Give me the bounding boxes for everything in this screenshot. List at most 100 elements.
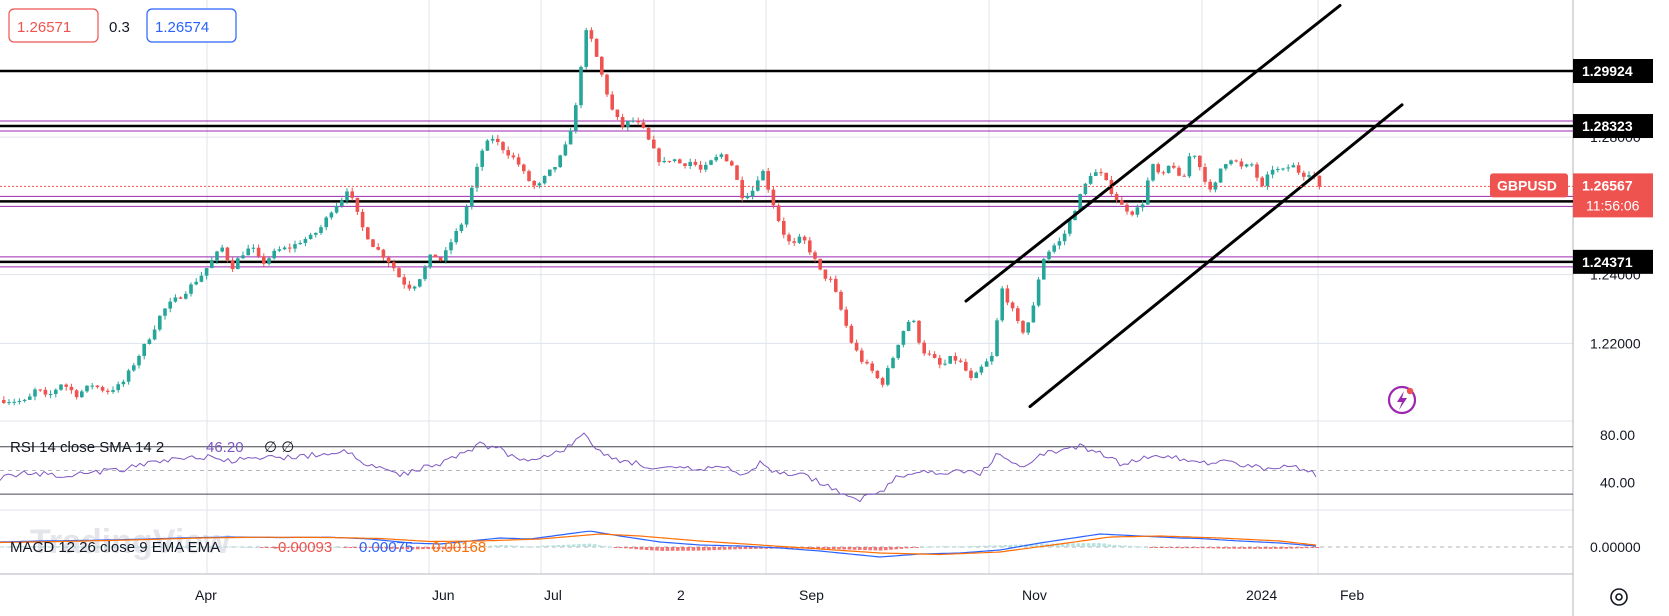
candle-body (236, 258, 240, 270)
candle-body (906, 321, 911, 331)
candle-body (69, 386, 74, 391)
macd-legend[interactable]: MACD 12 26 close 9 EMA EMA -0.00093 0.00… (10, 539, 486, 556)
macd-histogram-bar (540, 545, 545, 547)
candle-body (917, 320, 921, 343)
macd-histogram-bar (546, 545, 550, 547)
macd-histogram-bar (1138, 546, 1143, 548)
candle-body (719, 154, 724, 157)
macd-histogram-bar (244, 546, 248, 548)
macd-histogram-bar (837, 547, 841, 550)
quote-widget[interactable]: 1.26571 0.3 1.26574 (8, 8, 237, 43)
candle-body (594, 38, 599, 57)
channel-upper-line[interactable] (964, 3, 1342, 303)
macd-histogram-bar (322, 546, 326, 548)
candle-body (256, 247, 261, 257)
candle-body (100, 387, 105, 391)
macd-histogram-bar (447, 547, 451, 549)
macd-histogram-bar (286, 547, 290, 548)
candle-body (1120, 199, 1124, 205)
macd-histogram-bar (62, 546, 66, 548)
candle-body (641, 122, 646, 128)
trend-channel[interactable] (964, 3, 1404, 409)
macd-histogram-bar (83, 546, 87, 548)
rsi-pane[interactable] (0, 432, 1573, 503)
macd-histogram-bar (0, 546, 4, 548)
candle-body (1172, 165, 1176, 168)
candle-body (943, 363, 947, 365)
macd-histogram-bar (343, 547, 347, 548)
candle-body (756, 180, 760, 191)
macd-histogram-bar (431, 547, 436, 550)
macd-histogram-bar (847, 547, 852, 550)
channel-lower-line[interactable] (1028, 103, 1404, 409)
macd-histogram-bar (665, 547, 670, 551)
macd-histogram-bar (171, 546, 176, 548)
macd-histogram-bar (811, 547, 815, 549)
candle-body (74, 390, 79, 398)
candle-body (886, 368, 890, 385)
settings-icon[interactable] (1610, 588, 1628, 606)
lightning-icon[interactable] (1387, 385, 1417, 415)
candle-body (1010, 302, 1015, 309)
macd-histogram-bar (379, 547, 384, 549)
macd-histogram-bar (218, 546, 222, 548)
candle-body (1130, 211, 1134, 215)
candle-body (418, 279, 422, 287)
macd-histogram-bar (1008, 544, 1013, 547)
macd-histogram-bar (728, 547, 732, 550)
macd-histogram-bar (1123, 545, 1127, 547)
candle-body (516, 157, 521, 165)
macd-histogram-bar (629, 547, 633, 549)
time-axis[interactable]: Apr Jun Jul 2 Sep Nov 2024 Feb (195, 587, 1364, 603)
last-price-badge (1573, 173, 1653, 218)
candle-body (823, 269, 828, 279)
candle-body (834, 278, 838, 292)
macd-histogram-bar (520, 546, 524, 548)
candle-body (1239, 161, 1244, 167)
macd-signal-value: 0.00168 (432, 539, 486, 556)
candle-body (1146, 180, 1150, 205)
macd-histogram-bar (1284, 547, 1288, 549)
candle-body (12, 401, 16, 403)
macd-histogram-bar (1196, 547, 1200, 549)
candle-body (1265, 174, 1270, 186)
candle-body (750, 190, 755, 197)
candle-body (740, 179, 744, 199)
horizontal-levels[interactable] (0, 69, 1573, 268)
macd-pane[interactable] (0, 530, 1573, 558)
macd-histogram-bar (390, 547, 394, 549)
candle-body (771, 189, 776, 206)
macd-histogram-bar (384, 547, 389, 549)
macd-histogram-bar (436, 547, 441, 550)
rsi-legend[interactable]: RSI 14 close SMA 14 2 46.20 ∅ ∅ (10, 439, 294, 456)
macd-histogram-bar (707, 547, 711, 551)
candle-body (646, 127, 651, 140)
candle-body (563, 144, 568, 156)
ask-box[interactable] (146, 8, 237, 43)
candle-body (579, 66, 583, 106)
candle-body (1099, 172, 1103, 174)
macd-histogram-bar (265, 547, 269, 548)
candle-body (688, 161, 692, 167)
candle-body (111, 390, 115, 392)
candle-body (849, 325, 854, 343)
candle-body (33, 389, 37, 397)
macd-histogram-bar (790, 547, 794, 549)
macd-histogram-bar (20, 546, 25, 548)
candle-body (1094, 172, 1098, 176)
candle-body (880, 378, 885, 385)
macd-histogram-bar (722, 547, 727, 550)
macd-histogram-bar (889, 547, 893, 550)
candle-body (433, 254, 438, 258)
macd-histogram-bar (1055, 543, 1060, 547)
bid-box[interactable] (8, 8, 99, 43)
candle-body (1078, 194, 1082, 211)
candle-body (615, 109, 620, 118)
macd-histogram-bar (140, 546, 144, 548)
candle-body (59, 384, 63, 390)
candle-body (386, 257, 391, 263)
candle-body (1068, 220, 1072, 234)
candle-body (230, 260, 235, 270)
macd-histogram-bar (270, 547, 274, 548)
